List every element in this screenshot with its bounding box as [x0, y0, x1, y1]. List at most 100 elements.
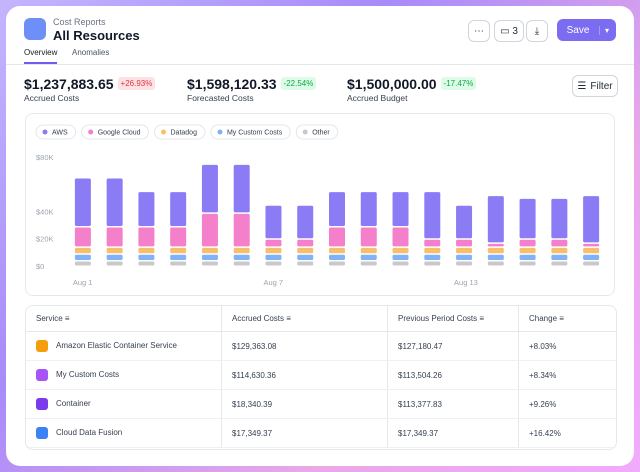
bar-segment [583, 243, 600, 247]
table-row[interactable]: Amazon Elastic Container Service $129,363… [26, 331, 616, 361]
bar-segment [329, 247, 345, 254]
legend-item[interactable]: My Custom Costs [210, 124, 291, 140]
bar-segment [487, 254, 504, 261]
column-title: Change [529, 314, 558, 323]
legend-item[interactable]: Other [295, 124, 339, 140]
bar-segment [297, 261, 314, 266]
save-button[interactable]: Save ▾ [557, 19, 616, 41]
breadcrumb[interactable]: Cost Reports [53, 17, 106, 27]
bar-segment [519, 247, 536, 254]
bar-segment [456, 261, 473, 266]
table-cell: Amazon Elastic Container Service [26, 331, 222, 361]
bar-segment [265, 239, 282, 247]
table-cell: $114,630.36 [221, 360, 388, 390]
bar-segment [138, 227, 155, 247]
bar-segment [487, 243, 504, 247]
bar-segment [551, 198, 568, 239]
table-cell: Container [26, 389, 222, 419]
bar-segment [487, 196, 504, 243]
bar-segment [297, 239, 314, 247]
bar-segment [138, 192, 155, 226]
table-body: Amazon Elastic Container Service $129,363… [26, 331, 616, 448]
tab[interactable]: Overview [24, 48, 58, 64]
column-header[interactable]: Service ≡ [26, 306, 222, 332]
bar-segment [106, 178, 123, 226]
column-header[interactable]: Previous Period Costs ≡ [387, 306, 519, 332]
bar-segment [456, 205, 473, 239]
legend-pill [210, 124, 291, 140]
tab[interactable]: Anomalies [72, 48, 110, 57]
y-tick-label: $80K [36, 153, 54, 162]
metric-value: $1,598,120.33 [187, 76, 277, 92]
metric: $1,500,000.00 -17.47% Accrued Budget [347, 76, 477, 103]
bar-segment [201, 261, 218, 266]
column-header[interactable]: Change ≡ [518, 306, 616, 332]
bar-segment [106, 247, 123, 254]
bar-segment [74, 227, 91, 247]
table-cell: +8.03% [518, 331, 616, 361]
service-icon [36, 427, 48, 439]
bar-segment [233, 261, 250, 266]
bar-segment [424, 254, 441, 261]
bar-segment [456, 254, 473, 261]
cell-text: +16.42% [529, 428, 561, 438]
comments-button[interactable]: ▭ 3 [494, 20, 524, 42]
bar-segment [265, 205, 282, 239]
y-tick-label: $20K [36, 235, 54, 244]
bar-segment [487, 261, 504, 266]
bar-segment [456, 247, 473, 254]
more-button[interactable]: ⋯ [468, 20, 490, 42]
legend-label: My Custom Costs [227, 129, 283, 136]
cell-text: $114,630.36 [232, 370, 276, 380]
bar-segment [329, 227, 345, 247]
bar-segment [297, 247, 314, 254]
bar-segment [360, 192, 377, 226]
bar-segment [233, 247, 250, 254]
legend-pill [295, 124, 339, 140]
bar-segment [551, 254, 568, 261]
x-tick-label: Aug 7 [263, 278, 283, 287]
table-row[interactable]: My Custom Costs $114,630.36 $113,504.26 +8.… [26, 360, 616, 390]
legend-item[interactable]: AWS [35, 124, 77, 140]
legend-item[interactable]: Google Cloud [81, 124, 149, 140]
bar-segment [360, 247, 377, 254]
bar-segment [74, 261, 91, 266]
service-icon [36, 340, 48, 352]
bar-segment [519, 254, 536, 261]
bar-segment [583, 247, 600, 254]
bar-segment [233, 254, 250, 261]
bar-segment [74, 247, 91, 254]
download-button[interactable]: ⤓ [526, 20, 548, 42]
cell-text: +9.26% [529, 399, 557, 409]
table-cell: My Custom Costs [26, 360, 222, 390]
legend-item[interactable]: Datadog [154, 124, 206, 140]
cell-text: $113,504.26 [398, 370, 442, 380]
bar-segment [201, 164, 218, 213]
legend-swatch [217, 129, 223, 135]
x-tick-label: Aug 1 [73, 278, 93, 287]
legend-label: AWS [52, 129, 68, 136]
bar-segment [551, 247, 568, 254]
bar-segment [265, 261, 282, 266]
bar-segment [74, 254, 91, 261]
bar-segment [456, 239, 473, 247]
table-row[interactable]: Cloud Data Fusion $17,349.37 $17,349.37 +16… [26, 418, 616, 448]
table-panel: Service ≡ Accrued Costs ≡ Previous Perio… [25, 305, 617, 450]
chart-panel: AWS Google Cloud Datadog My Custom Costs Oth… [25, 113, 615, 296]
page-title: All Resources [53, 28, 140, 43]
bar-segment [360, 227, 377, 247]
filter-label: Filter [590, 80, 613, 92]
cell-text: My Custom Costs [56, 370, 120, 380]
metric: $1,237,883.65 +26.93% Accrued Costs [24, 76, 156, 103]
legend-swatch [42, 129, 48, 135]
bar-segment [201, 247, 218, 254]
bar-segment [297, 205, 314, 239]
bar-segment [106, 254, 123, 261]
legend-swatch [161, 129, 166, 135]
bar-segment [392, 247, 409, 254]
filter-button[interactable]: ☰ Filter [572, 75, 618, 97]
cell-text: Amazon Elastic Container Service [56, 341, 177, 351]
column-header[interactable]: Accrued Costs ≡ [221, 306, 388, 332]
table: Service ≡ Accrued Costs ≡ Previous Perio… [26, 306, 616, 448]
table-row[interactable]: Container $18,340.39 $113,377.83 +9.26% [26, 389, 616, 419]
